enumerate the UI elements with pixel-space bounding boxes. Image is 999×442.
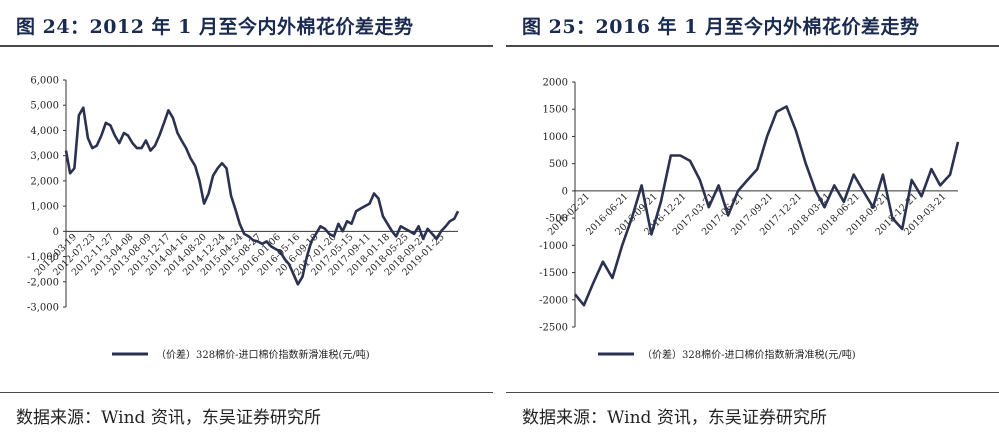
source-note: 数据来源：Wind 资讯，东吴证券研究所 (522, 408, 827, 428)
y-tick-label: -1500 (539, 268, 568, 279)
legend-label: （价差）328棉价-进口棉价指数新滑准税(元/吨) (156, 348, 370, 361)
y-tick-label: 500 (549, 159, 568, 170)
y-tick-label: 2,000 (30, 176, 59, 187)
y-tick-label: 4,000 (30, 126, 59, 137)
legend-label: （价差）328棉价-进口棉价指数新滑准税(元/吨) (642, 348, 856, 361)
y-tick-label: -1,000 (27, 252, 59, 263)
y-tick-label: 0 (562, 186, 568, 197)
y-tick-label: 2000 (543, 78, 568, 89)
figure-title-row: 图 25：2016 年 1 月至今内外棉花价差走势 (506, 0, 999, 46)
line-chart-25: 2000 1500 1000 500 0 -500 -1000 -1500 -2000 -2500… (539, 78, 960, 361)
y-tick-label: 0 (53, 227, 59, 238)
y-tick-label: 3,000 (30, 151, 59, 162)
series-line (64, 106, 460, 286)
figure-title: 图 24：2012 年 1 月至今内外棉花价差走势 (16, 16, 414, 38)
y-tick-label: -2000 (539, 295, 568, 306)
y-tick-label: -3,000 (27, 303, 59, 314)
bottom-rule (506, 392, 999, 393)
top-rule (0, 45, 493, 47)
bottom-rule (0, 392, 493, 393)
series-line (573, 105, 960, 307)
top-rule (506, 45, 999, 47)
line-chart-24: 6,000 5,000 4,000 3,000 2,000 1,000 0 -1,000 -2,… (27, 76, 460, 361)
figure-title: 图 25：2016 年 1 月至今内外棉花价差走势 (522, 16, 920, 38)
y-tick-label: 1500 (543, 105, 568, 116)
chart-panel-right: 图 25：2016 年 1 月至今内外棉花价差走势 2000 1500 1000 50… (506, 0, 999, 442)
y-tick-label: 1000 (543, 132, 568, 143)
chart-panel-left: 图 24：2012 年 1 月至今内外棉花价差走势 6,000 5,000 4,00… (0, 0, 493, 442)
source-note: 数据来源：Wind 资讯，东吴证券研究所 (16, 408, 321, 428)
y-tick-label: -1000 (539, 241, 568, 252)
y-tick-label: -2500 (539, 323, 568, 334)
y-tick-label: 5,000 (30, 101, 59, 112)
y-tick-label: -500 (546, 214, 568, 225)
figure-title-row: 图 24：2012 年 1 月至今内外棉花价差走势 (0, 0, 493, 46)
y-tick-label: 6,000 (30, 76, 59, 87)
y-tick-label: 1,000 (30, 202, 59, 213)
y-tick-label: -2,000 (27, 277, 59, 288)
